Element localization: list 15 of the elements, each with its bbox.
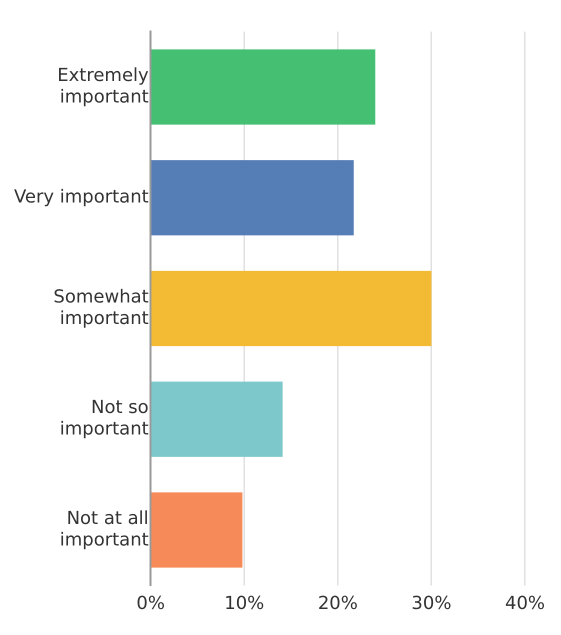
bar bbox=[151, 492, 242, 568]
y-tick-label: Extremely important bbox=[57, 64, 150, 108]
bar bbox=[151, 160, 354, 236]
x-tick-label: 0% bbox=[136, 592, 165, 614]
y-tick-label: Not at all important bbox=[60, 508, 149, 550]
x-tick-label: 30% bbox=[411, 592, 452, 614]
x-tick-label: 40% bbox=[504, 592, 546, 614]
bar bbox=[151, 49, 376, 125]
bar bbox=[151, 270, 432, 346]
y-tick-label: Not so important bbox=[60, 397, 149, 440]
y-tick-label: Somewhat important bbox=[53, 286, 149, 329]
x-tick-label: 20% bbox=[318, 592, 358, 614]
x-tick-label: 10% bbox=[224, 592, 264, 614]
y-tick-label: Very important bbox=[14, 186, 149, 208]
bar bbox=[151, 382, 283, 457]
